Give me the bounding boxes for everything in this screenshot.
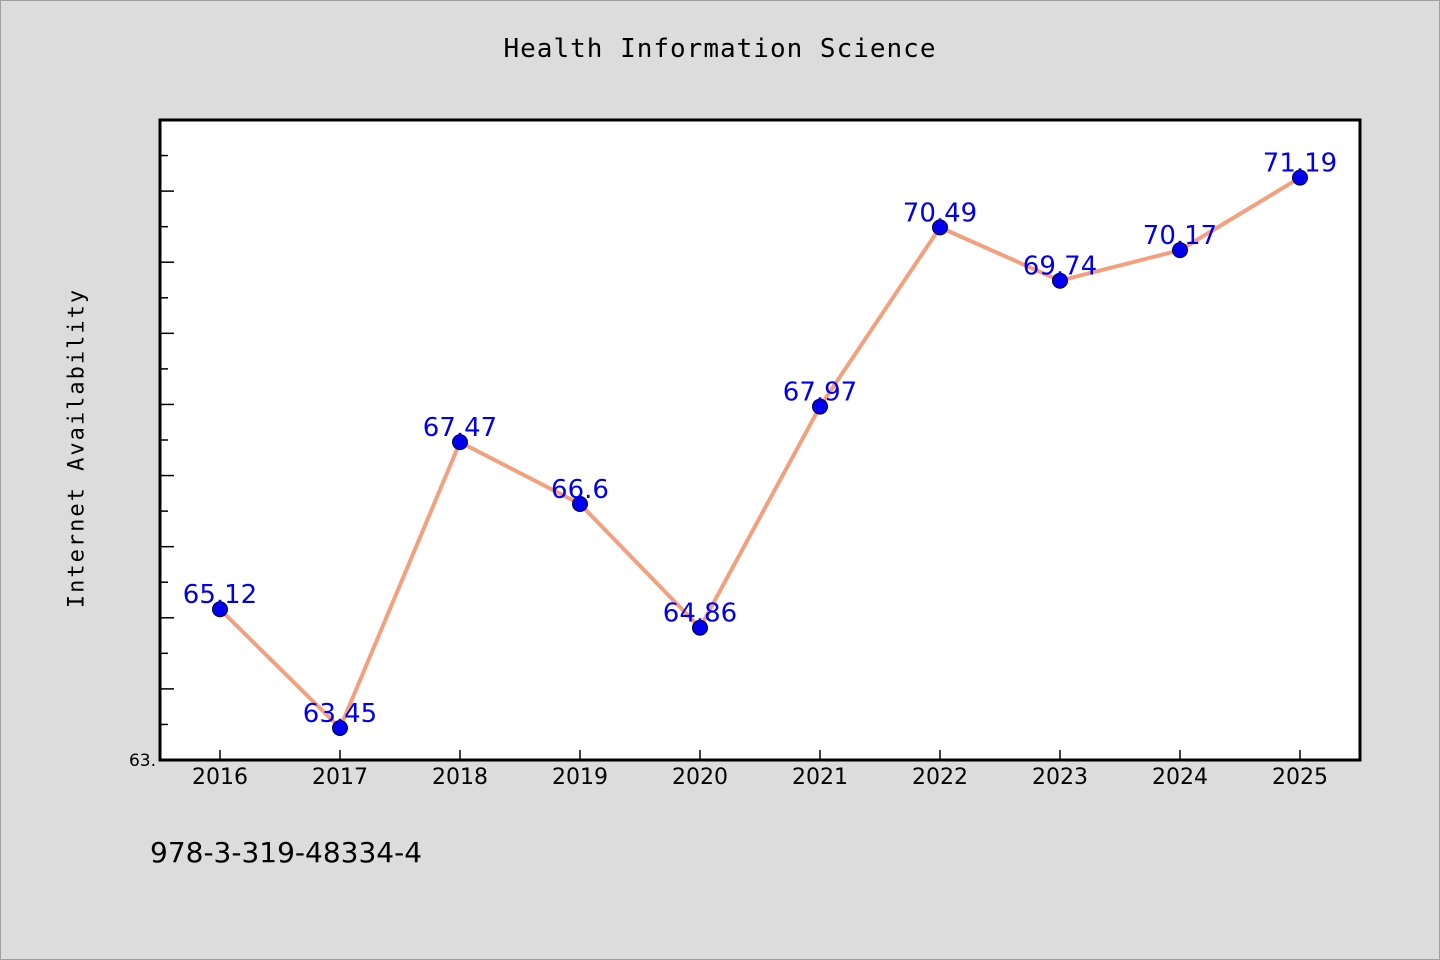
footnote-isbn: 978-3-319-48334-4	[150, 836, 423, 869]
x-tick-label: 2021	[792, 765, 848, 790]
data-label: 67.97	[783, 378, 857, 408]
data-label: 67.47	[423, 413, 497, 443]
data-labels: 65.12 63.45 67.47 66.6 64.86 67.97 70.49 69.74 7…	[183, 149, 1337, 729]
data-label: 70.17	[1143, 221, 1217, 251]
data-label: 69.74	[1023, 252, 1097, 282]
data-point	[1172, 242, 1188, 259]
data-point	[932, 219, 948, 236]
data-point	[1052, 272, 1068, 289]
data-point	[332, 720, 348, 736]
series-markers	[212, 169, 1308, 736]
x-tick-label: 2024	[1152, 765, 1208, 790]
x-tick-label: 2020	[672, 765, 728, 790]
data-point	[1292, 169, 1308, 186]
x-tick-label: 2023	[1032, 765, 1088, 790]
y-min-tick-label: 63.	[129, 751, 156, 771]
plot-area	[158, 118, 1362, 762]
data-point	[692, 619, 708, 636]
x-tick-label: 2019	[552, 765, 608, 790]
x-tick-label: 2017	[312, 765, 368, 790]
x-tick-label: 2018	[432, 765, 488, 790]
x-tick-label: 2016	[192, 765, 248, 790]
x-tick-label: 2025	[1272, 765, 1328, 790]
data-point	[812, 398, 828, 415]
data-point	[212, 601, 228, 618]
data-label: 64.86	[663, 599, 737, 629]
data-label: 70.49	[903, 198, 977, 228]
y-axis-ticks	[160, 119, 174, 761]
data-point	[572, 496, 588, 512]
chart-title: Health Information Science	[503, 34, 937, 64]
data-label: 66.6	[551, 475, 609, 505]
data-label: 71.19	[1263, 149, 1337, 179]
data-point	[452, 434, 468, 451]
series-line	[218, 175, 1302, 730]
data-label: 63.45	[303, 699, 377, 729]
x-axis: 2016 2017 2018 2019 2020 2021 2022 2023 2024 2025	[192, 750, 1328, 790]
data-label: 65.12	[183, 580, 257, 610]
x-tick-label: 2022	[912, 765, 968, 790]
